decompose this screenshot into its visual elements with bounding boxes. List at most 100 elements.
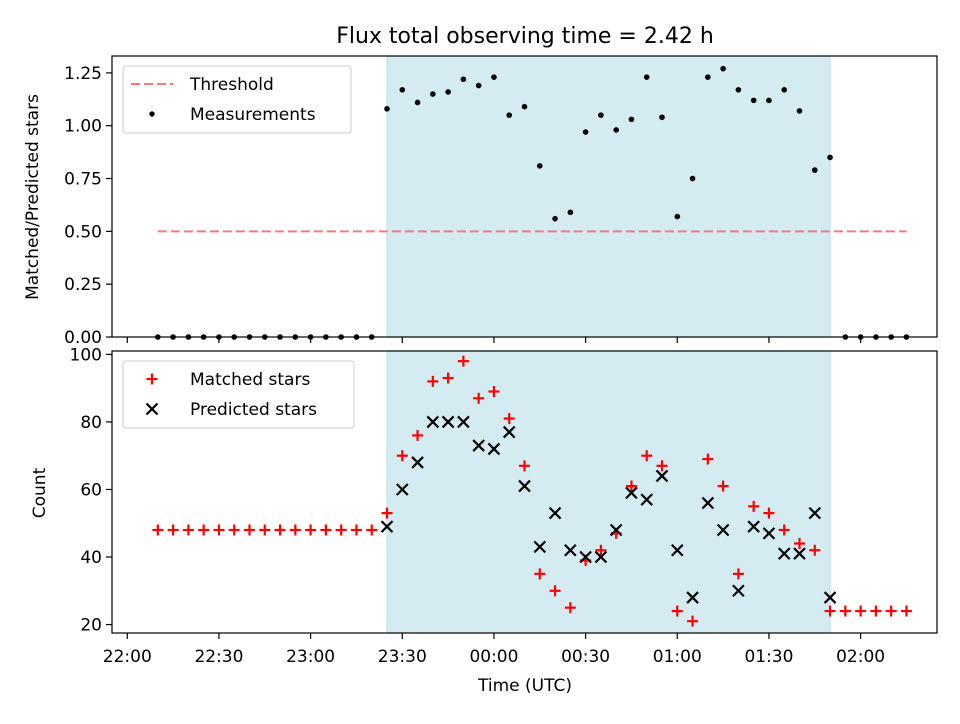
x-marker-b: [701, 496, 715, 510]
matched-stars-point: [427, 375, 439, 387]
shaded-interval: [387, 56, 831, 337]
matched-stars-point: [885, 605, 897, 617]
matched-stars-point: [671, 605, 683, 617]
matched-stars-point: [794, 538, 805, 550]
x-marker-b: [441, 415, 455, 429]
predicted-stars-point: [472, 439, 485, 452]
predicted-stars-point: [823, 591, 837, 604]
x-marker-b: [823, 591, 837, 604]
bottom-legend: Matched stars Predicted stars: [122, 360, 355, 429]
measurement-point: [491, 74, 497, 80]
x-tick-label: 02:00: [836, 647, 885, 667]
predicted-stars-point: [732, 584, 745, 598]
x-marker-b: [395, 483, 409, 496]
top-shaded-interval-layer: [386, 56, 831, 337]
x-marker-b: [655, 469, 669, 483]
predicted-stars-point: [716, 523, 730, 537]
measurement-point: [460, 76, 467, 83]
matched-stars-point: [687, 615, 699, 627]
matched-stars-point: [488, 386, 500, 398]
matched-stars-point: [763, 507, 775, 519]
matched-stars-point: [839, 605, 851, 617]
legend-matched-stars-label: Matched stars: [190, 370, 310, 390]
matched-stars-point: [732, 568, 744, 580]
matched-stars-point: [259, 524, 271, 536]
matched-stars-point: [717, 480, 729, 492]
bottom-panel: 20 40 60 80 100 22:00 22:30 23:00 23:30 00:00 00:…: [30, 345, 938, 696]
x-marker-b: [808, 506, 822, 520]
x-marker-b: [640, 493, 654, 506]
top-chart-title: Flux total observing time = 2.42 h: [336, 24, 714, 49]
measurement-point: [399, 87, 406, 93]
measurement-point: [643, 74, 650, 80]
measurement-point: [430, 91, 436, 97]
x-marker-b: [777, 547, 791, 560]
x-tick-label: 00:00: [469, 647, 518, 667]
predicted-stars-point: [701, 496, 715, 510]
x-tick-label: 23:30: [378, 647, 427, 667]
predicted-stars-point: [625, 486, 638, 500]
matched-stars-point: [289, 524, 301, 536]
measurement-point: [796, 108, 803, 114]
predicted-stars-point: [670, 543, 684, 557]
y-tick-label: 100: [70, 345, 102, 365]
matched-stars-point: [824, 605, 836, 617]
x-marker-b: [502, 425, 516, 439]
matched-stars-point: [855, 605, 867, 617]
measurement-point: [475, 82, 482, 89]
top-y-axis-label: Matched/Predicted stars: [23, 94, 43, 300]
y-tick-label: 80: [80, 413, 102, 433]
measurement-point: [536, 163, 543, 169]
bottom-x-ticks: 22:00 22:30 23:00 23:30 00:00 00:30 01:00 01:30…: [103, 633, 885, 667]
measurement-point: [384, 106, 390, 112]
predicted-stars-point: [793, 547, 806, 560]
predicted-stars-point: [518, 479, 531, 493]
measurement-point: [689, 175, 696, 182]
x-marker-b: [426, 415, 440, 429]
x-marker-b: [732, 584, 745, 598]
predicted-stars-point: [411, 456, 424, 469]
y-tick-label: 20: [80, 616, 102, 636]
legend-measurements-swatch: [149, 111, 155, 117]
matched-stars-point: [656, 460, 668, 472]
predicted-stars-point: [564, 543, 577, 557]
predicted-stars-point: [609, 523, 623, 537]
x-tick-label: 23:00: [286, 647, 335, 667]
top-panel: Flux total observing time = 2.42 h 0.000…: [23, 24, 938, 348]
matched-stars-point: [503, 413, 515, 425]
measurement-point: [750, 97, 757, 104]
predicted-stars-point: [548, 506, 562, 520]
predicted-stars-point: [395, 483, 409, 496]
predicted-stars-point: [762, 527, 776, 540]
measurement-point: [735, 87, 742, 93]
matched-stars-point: [778, 524, 790, 536]
legend-threshold-label: Threshold: [189, 75, 274, 95]
measurement-point: [598, 112, 604, 118]
y-tick-label: 1.25: [64, 64, 102, 84]
predicted-stars-point: [686, 591, 699, 604]
shaded-interval: [387, 351, 831, 633]
x-marker-b: [747, 520, 760, 533]
measurement-point: [781, 87, 788, 93]
matched-stars-point: [870, 605, 882, 617]
predicted-stars-point: [777, 547, 791, 560]
predicted-stars-point: [808, 506, 822, 520]
measurement-point: [766, 97, 772, 104]
bottom-x-axis-label: Time (UTC): [477, 676, 572, 696]
x-tick-label: 00:30: [561, 647, 610, 667]
predicted-stars-point: [380, 520, 394, 533]
legend-matched-stars-swatch: [146, 373, 158, 385]
y-tick-label: 0.25: [64, 275, 102, 295]
top-legend-box: [122, 65, 352, 134]
x-marker-b: [609, 523, 623, 537]
bottom-y-axis-label: Count: [30, 467, 50, 518]
matched-stars-point: [809, 544, 821, 556]
matched-stars-point: [534, 568, 546, 580]
matched-stars-point: [335, 524, 347, 536]
legend-plus: [146, 373, 158, 385]
x-marker-b: [518, 479, 531, 493]
matched-stars-point: [244, 524, 255, 536]
matched-stars-point: [641, 450, 653, 462]
predicted-stars-point: [426, 415, 440, 429]
